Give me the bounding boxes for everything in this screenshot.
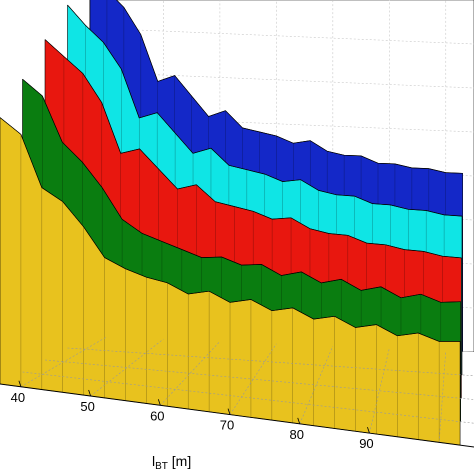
x-tick-label: 80 <box>290 427 304 442</box>
floor-grid-line <box>20 336 108 388</box>
x-axis-label-sub: BT <box>155 461 168 472</box>
x-tick-mark <box>18 380 22 387</box>
surface-layers <box>0 0 463 446</box>
x-tick-mark <box>157 399 161 406</box>
surface-ridge <box>22 78 461 303</box>
x-axis-label: lBT [m] <box>152 453 191 472</box>
surface-ridge <box>0 117 461 342</box>
x-tick-mark <box>297 417 301 424</box>
grid-line-horizontal <box>89 27 474 45</box>
floor-grid-line <box>160 341 221 406</box>
x-axis-label-main: l <box>152 453 155 469</box>
x-tick-label: 60 <box>150 408 164 423</box>
floor-grid-line <box>90 338 164 397</box>
x-tick-mark <box>367 426 370 434</box>
surface-ridge <box>116 0 463 174</box>
floor-grid <box>0 336 474 448</box>
surface-ridge <box>67 4 463 217</box>
x-tick-mark <box>227 408 231 415</box>
x-tick-label: 90 <box>359 436 373 451</box>
surface-ridge <box>44 39 462 259</box>
x-tick-labels: 40 50 60 70 80 90 <box>11 380 374 451</box>
x-tick-label: 70 <box>220 418 234 433</box>
x-axis-line <box>0 383 474 448</box>
x-tick-mark <box>88 389 91 397</box>
x-axis-label-unit: [m] <box>168 453 191 469</box>
floor-grid-line <box>369 348 390 434</box>
x-tick-label: 40 <box>11 390 25 405</box>
floor-grid-line <box>438 350 447 443</box>
x-tick-label: 50 <box>80 399 94 414</box>
